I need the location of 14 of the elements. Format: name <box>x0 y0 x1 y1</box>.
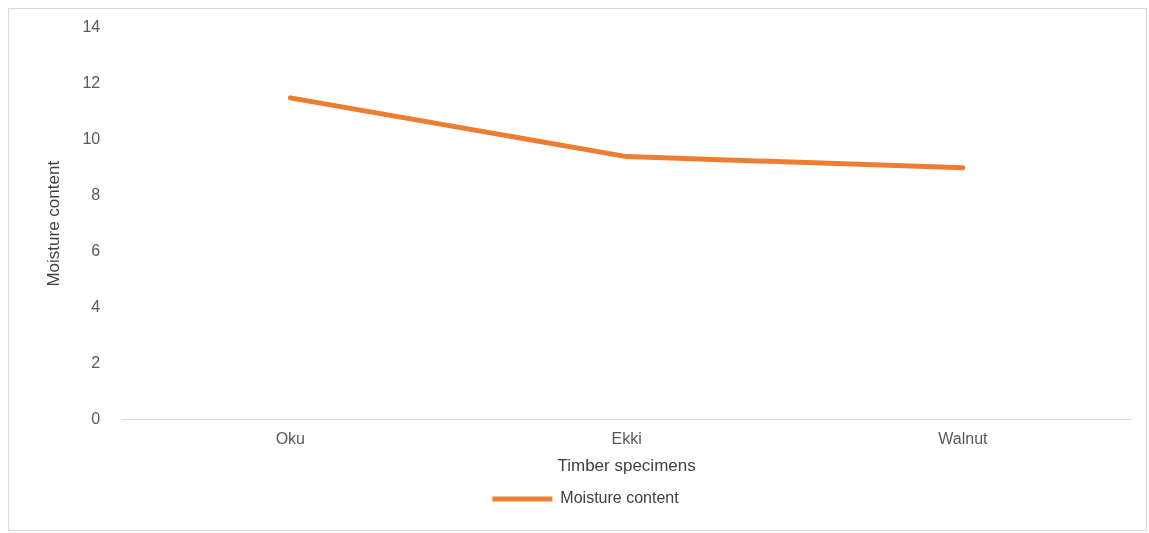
y-tick-label: 4 <box>91 297 101 315</box>
y-tick-label: 8 <box>91 186 101 204</box>
y-tick-label: 12 <box>82 74 101 92</box>
x-axis-title: Timber specimens <box>557 456 696 476</box>
x-tick-label: Oku <box>275 430 305 448</box>
x-tick-label: Walnut <box>938 430 989 448</box>
y-tick-label: 6 <box>91 242 101 260</box>
x-tick-label: Ekki <box>611 430 642 448</box>
y-tick-label: 14 <box>82 18 101 36</box>
y-tick-label: 0 <box>91 409 101 427</box>
legend-label: Moisture content <box>560 489 680 507</box>
y-tick-label: 10 <box>82 130 101 148</box>
y-axis-title: Moisture content <box>43 160 63 287</box>
y-tick-label: 2 <box>91 353 101 371</box>
